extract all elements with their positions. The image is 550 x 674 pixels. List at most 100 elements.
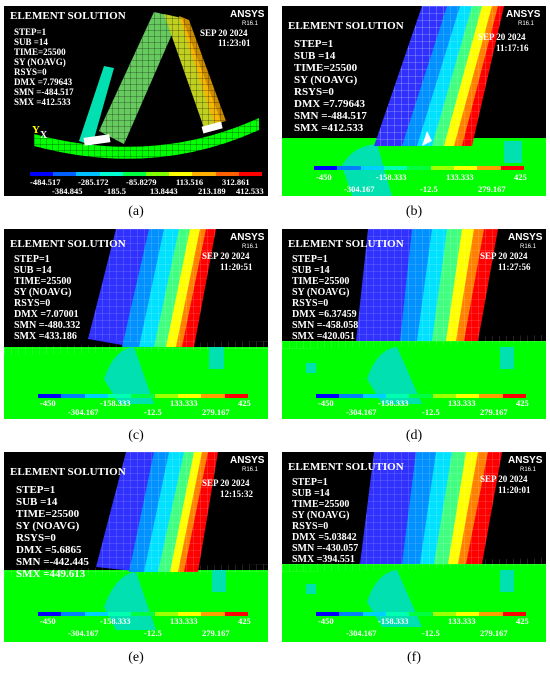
smn-label: SMN =-484.517 — [294, 110, 367, 122]
legend-bottom-2: 279.167 — [202, 407, 230, 417]
legend-top-1: -158.333 — [378, 616, 409, 626]
element-solution-label: ELEMENT SOLUTION — [288, 20, 404, 32]
legend-bottom-2: 13.8443 — [150, 186, 178, 196]
step-label: STEP=1 — [16, 484, 56, 496]
sy-label: SY (NOAVG) — [16, 520, 80, 532]
step-label: STEP=1 — [292, 477, 328, 488]
release-label: R16.1 — [520, 244, 537, 250]
element-solution-label: ELEMENT SOLUTION — [288, 238, 404, 250]
panel-c: ELEMENT SOLUTION STEP=1 SUB =14 TIME=255… — [4, 229, 268, 419]
legend-bottom-3: 213.189 — [198, 186, 226, 196]
contact-model-view — [282, 452, 546, 642]
panel-b: ELEMENT SOLUTION STEP=1 SUB =14 TIME=255… — [282, 6, 546, 196]
sub-label: SUB =14 — [14, 37, 48, 47]
sy-label: SY (NOAVG) — [292, 287, 350, 298]
ansys-logo: ANSYS — [506, 9, 541, 20]
legend-top-1: -158.333 — [100, 616, 131, 626]
clock-label: 11:27:56 — [498, 262, 531, 272]
panel-d: ELEMENT SOLUTION STEP=1 SUB =14 TIME=255… — [282, 229, 546, 419]
legend-top-2: -85.8279 — [126, 177, 157, 187]
step-label: STEP=1 — [292, 254, 328, 265]
sy-label: SY (NOAVG) — [14, 287, 72, 298]
rsys-label: RSYS=0 — [16, 532, 56, 544]
caption-b: (b) — [405, 204, 423, 219]
legend-top-0: -484.517 — [30, 177, 61, 187]
caption-a: (a) — [128, 204, 144, 219]
rsys-label: RSYS=0 — [292, 521, 329, 532]
date-label: SEP 20 2024 — [202, 478, 250, 488]
legend-top-3: 425 — [516, 616, 529, 626]
date-label: SEP 20 2024 — [202, 251, 250, 261]
release-label: R16.1 — [242, 467, 259, 473]
legend-bottom-0: -304.167 — [68, 407, 99, 417]
dmx-label: DMX =7.79643 — [294, 98, 366, 110]
rsys-label: RSYS=0 — [14, 298, 51, 309]
smn-label: SMN =-480.332 — [14, 320, 81, 331]
sub-label: SUB =14 — [294, 50, 336, 62]
axis-x-label: X — [40, 130, 48, 141]
legend-bottom-1: -185.5 — [104, 186, 126, 196]
element-solution-label: ELEMENT SOLUTION — [10, 10, 126, 22]
smx-label: SMX =412.533 — [14, 97, 71, 107]
legend-top-2: 133.333 — [170, 398, 198, 408]
sy-label: SY (NOAVG) — [14, 57, 66, 67]
legend-top-3: 113.516 — [176, 177, 204, 187]
legend-color-bar — [30, 172, 263, 176]
sub-label: SUB =14 — [292, 265, 330, 276]
legend-top-4: 312.861 — [222, 177, 250, 187]
caption-f: (f) — [407, 650, 421, 665]
dmx-label: DMX =6.37459 — [292, 309, 357, 320]
date-label: SEP 20 2024 — [200, 28, 248, 38]
legend-top-1: -158.333 — [100, 398, 131, 408]
ansys-logo: ANSYS — [508, 232, 543, 243]
legend-color-bar — [316, 612, 526, 616]
date-label: SEP 20 2024 — [480, 474, 528, 484]
legend-bottom-2: 279.167 — [202, 628, 230, 638]
date-label: SEP 20 2024 — [480, 251, 528, 261]
legend-top-2: 133.333 — [448, 398, 476, 408]
legend-top-3: 425 — [238, 398, 251, 408]
legend-top-2: 133.333 — [448, 616, 476, 626]
element-solution-label: ELEMENT SOLUTION — [10, 238, 126, 250]
axis-y-label: Y — [32, 124, 40, 136]
legend-bottom-0: -304.167 — [346, 628, 377, 638]
legend-bottom-2: 279.167 — [480, 407, 508, 417]
legend-top-0: -450 — [316, 172, 332, 182]
legend-bottom-1: -12.5 — [144, 628, 162, 638]
legend-top-1: -158.333 — [376, 172, 407, 182]
release-label: R16.1 — [518, 21, 535, 27]
sub-label: SUB =14 — [16, 496, 58, 508]
release-label: R16.1 — [520, 467, 537, 473]
element-solution-label: ELEMENT SOLUTION — [10, 466, 126, 478]
time-label: TIME=25500 — [16, 508, 80, 520]
release-label: R16.1 — [242, 21, 259, 27]
legend-top-3: 425 — [238, 616, 251, 626]
legend-top-0: -450 — [40, 616, 56, 626]
panel-e: ELEMENT SOLUTION STEP=1 SUB =14 TIME=255… — [4, 452, 268, 642]
legend-bottom-1: -12.5 — [422, 628, 440, 638]
legend-color-bar — [316, 394, 526, 398]
time-label: TIME=25500 — [14, 276, 72, 287]
legend-bottom-0: -304.167 — [344, 184, 375, 194]
legend-color-bar — [38, 394, 248, 398]
clock-label: 12:15:32 — [220, 489, 253, 499]
dmx-label: DMX =7.07001 — [14, 309, 79, 320]
smn-label: SMN =-458.058 — [292, 320, 359, 331]
ansys-logo: ANSYS — [230, 455, 265, 466]
clock-label: 11:17:16 — [496, 43, 529, 53]
legend-top-3: 425 — [516, 398, 529, 408]
dmx-label: DMX =7.79643 — [14, 77, 73, 87]
smn-label: SMN =-442.445 — [16, 556, 89, 568]
rsys-label: RSYS=0 — [294, 86, 334, 98]
legend-bottom-0: -304.167 — [346, 407, 377, 417]
ansys-logo: ANSYS — [230, 232, 265, 243]
time-label: TIME=25500 — [14, 47, 66, 57]
legend-top-0: -450 — [40, 398, 56, 408]
panel-f: ELEMENT SOLUTION STEP=1 SUB =14 TIME=255… — [282, 452, 546, 642]
step-label: STEP=1 — [14, 254, 50, 265]
sub-label: SUB =14 — [14, 265, 52, 276]
legend-bottom-2: 279.167 — [478, 184, 506, 194]
contact-model-view — [282, 229, 546, 419]
legend-bottom-0: -304.167 — [68, 628, 99, 638]
smx-label: SMX =394.551 — [292, 554, 355, 565]
